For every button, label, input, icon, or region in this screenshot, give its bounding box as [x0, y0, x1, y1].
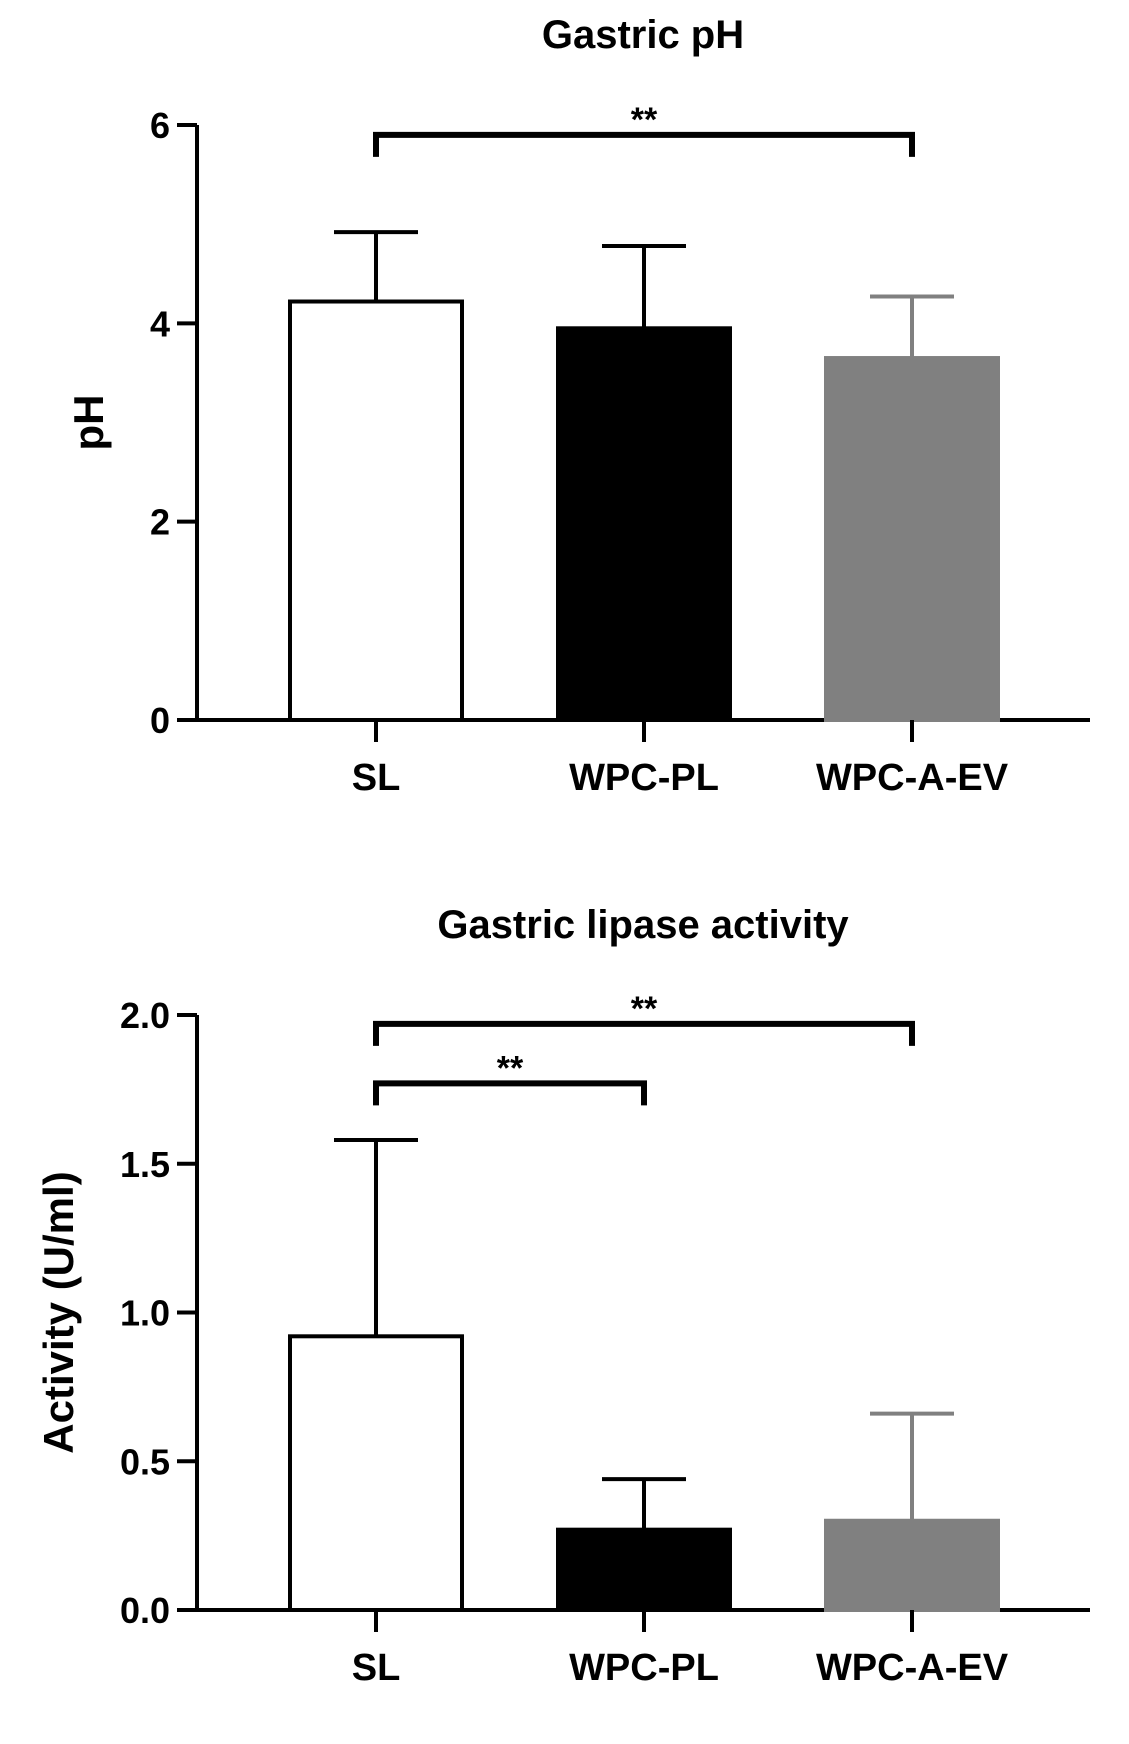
- y-axis-label: pH: [65, 395, 112, 451]
- bar-wpc-pl: [556, 326, 732, 722]
- y-tick-label: 0.5: [120, 1441, 170, 1482]
- y-tick-label: 2.0: [120, 995, 170, 1036]
- significance-label: **: [631, 990, 658, 1028]
- significance-label: **: [631, 101, 658, 139]
- significance-bracket: **: [373, 101, 915, 157]
- category-label-wpc-pl: WPC-PL: [569, 1647, 719, 1689]
- category-label-wpc-a-ev: WPC-A-EV: [816, 1647, 1009, 1689]
- category-label-sl: SL: [352, 757, 401, 799]
- gastric-ph-chart: Gastric pH pH 0 2 4 6 SL WPC-PL WPC-A-EV **: [65, 13, 1090, 799]
- gastric-lipase-chart: Gastric lipase activity Activity (U/ml) 0.…: [35, 903, 1090, 1689]
- significance-bracket: **: [373, 990, 915, 1046]
- significance-line: [373, 1080, 647, 1106]
- category-label-wpc-a-ev: WPC-A-EV: [816, 757, 1009, 799]
- y-tick-label: 0.0: [120, 1590, 170, 1631]
- y-tick-label: 1.5: [120, 1144, 170, 1185]
- bar-sl: [288, 1334, 464, 1613]
- y-axis-label: Activity (U/ml): [35, 1171, 82, 1453]
- chart-title: Gastric pH: [542, 13, 744, 57]
- significance-line: [373, 1020, 915, 1046]
- y-tick-label: 2: [150, 502, 170, 543]
- chart-title: Gastric lipase activity: [437, 903, 849, 947]
- category-label-wpc-pl: WPC-PL: [569, 757, 719, 799]
- y-tick-label: 6: [150, 105, 170, 146]
- bar-wpc-a-ev: [824, 356, 1000, 722]
- significance-label: **: [497, 1049, 524, 1087]
- y-tick-label: 0: [150, 700, 170, 741]
- significance-bracket: **: [373, 1049, 647, 1106]
- significance-line: [373, 131, 915, 157]
- y-tick-label: 1.0: [120, 1293, 170, 1334]
- bar-wpc-pl: [556, 1527, 732, 1613]
- bar-wpc-a-ev: [824, 1518, 1000, 1612]
- bar-sl: [288, 299, 464, 722]
- y-tick-label: 4: [150, 303, 170, 344]
- category-label-sl: SL: [352, 1647, 401, 1689]
